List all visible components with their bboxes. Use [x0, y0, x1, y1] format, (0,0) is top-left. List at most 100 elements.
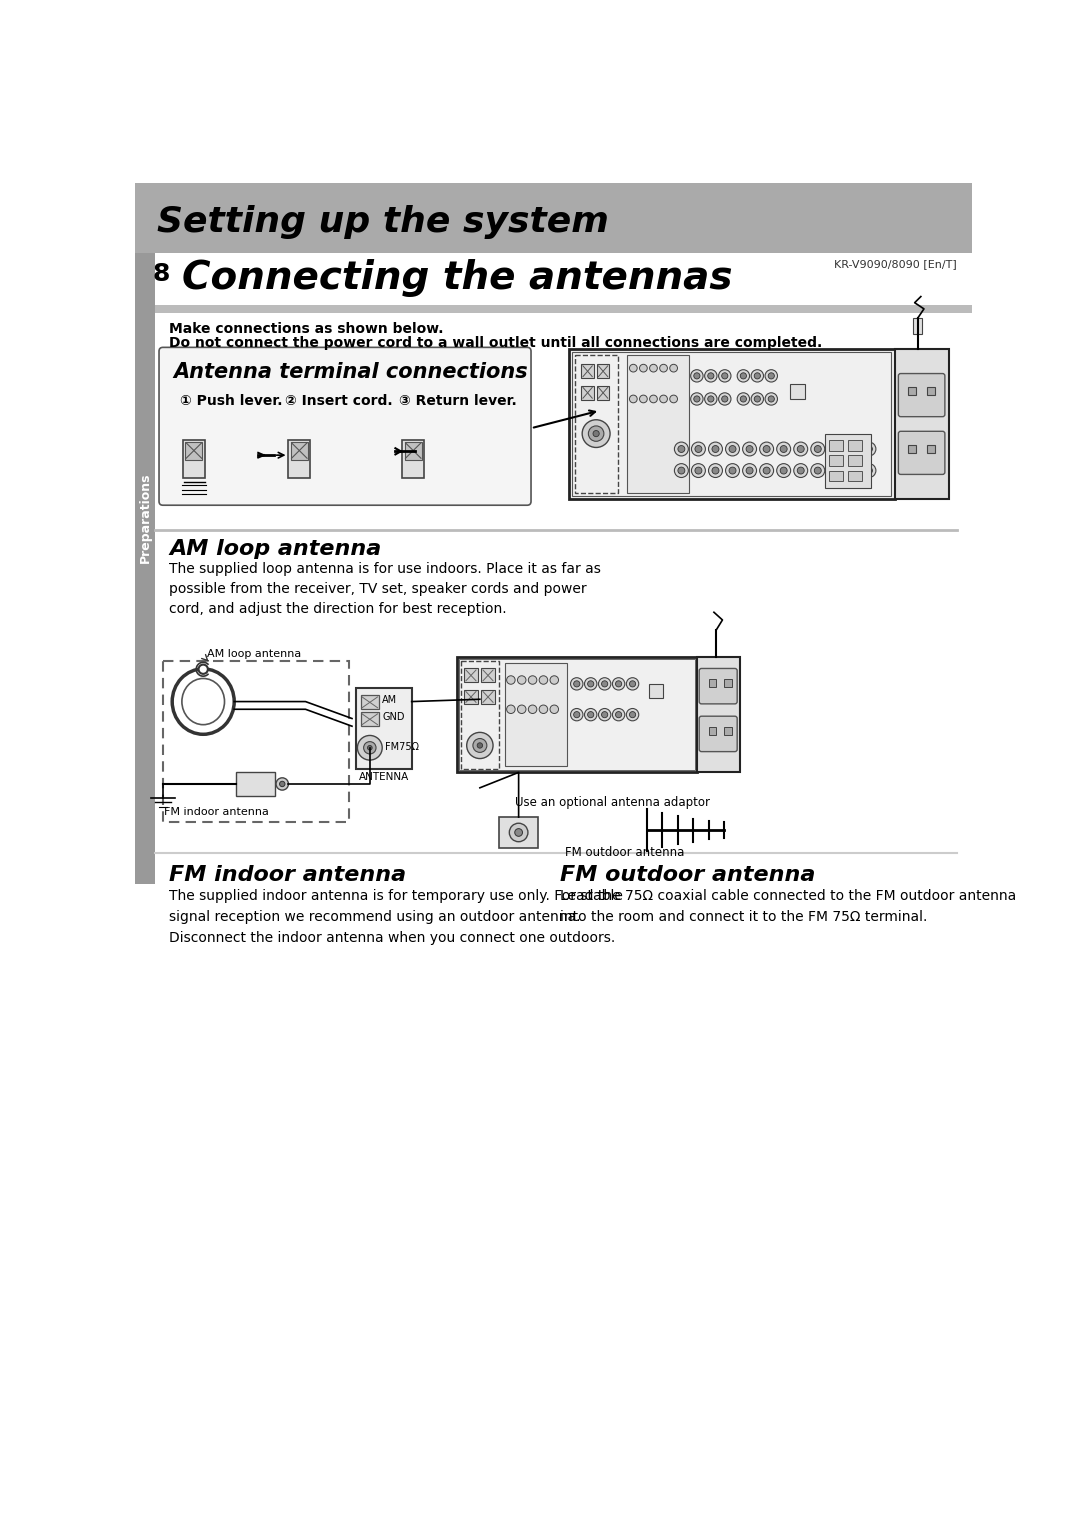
Circle shape: [573, 681, 580, 688]
Bar: [572, 351, 891, 497]
Circle shape: [814, 446, 821, 452]
Circle shape: [660, 396, 667, 403]
Circle shape: [649, 364, 658, 371]
Circle shape: [691, 442, 705, 455]
Circle shape: [280, 781, 285, 787]
Bar: [848, 471, 862, 481]
FancyBboxPatch shape: [159, 347, 531, 506]
Circle shape: [740, 396, 746, 402]
Circle shape: [612, 678, 625, 691]
Circle shape: [811, 442, 825, 455]
Circle shape: [759, 442, 773, 455]
Bar: [499, 817, 538, 848]
Bar: [288, 440, 310, 478]
Circle shape: [616, 681, 622, 688]
Circle shape: [639, 364, 647, 371]
Bar: [460, 660, 499, 769]
Circle shape: [539, 675, 548, 685]
Circle shape: [573, 712, 580, 718]
Bar: [894, 348, 948, 500]
Circle shape: [630, 681, 636, 688]
Circle shape: [740, 373, 746, 379]
Circle shape: [794, 463, 808, 477]
Circle shape: [849, 439, 863, 452]
FancyBboxPatch shape: [899, 431, 945, 474]
Bar: [356, 688, 411, 769]
Circle shape: [718, 393, 731, 405]
FancyBboxPatch shape: [699, 717, 738, 752]
Bar: [828, 455, 842, 466]
Text: AM: AM: [382, 695, 397, 704]
Circle shape: [582, 420, 610, 448]
Circle shape: [726, 463, 740, 477]
Circle shape: [837, 442, 843, 448]
Text: Use an optional antenna adaptor: Use an optional antenna adaptor: [515, 796, 710, 808]
Bar: [789, 384, 806, 399]
Text: AM loop antenna: AM loop antenna: [170, 539, 381, 559]
Bar: [597, 387, 609, 400]
Circle shape: [797, 468, 805, 474]
Text: GND: GND: [382, 712, 405, 721]
Bar: [291, 442, 308, 460]
Bar: [183, 440, 205, 478]
Text: Make connections as shown below.: Make connections as shown below.: [170, 322, 444, 336]
Bar: [828, 440, 842, 451]
Bar: [581, 364, 594, 377]
Circle shape: [584, 678, 597, 691]
Circle shape: [721, 373, 728, 379]
Circle shape: [691, 370, 703, 382]
Circle shape: [811, 463, 825, 477]
Circle shape: [708, 463, 723, 477]
Circle shape: [754, 373, 760, 379]
Bar: [482, 691, 495, 704]
Circle shape: [550, 704, 558, 714]
Circle shape: [510, 824, 528, 842]
Bar: [405, 442, 422, 460]
Circle shape: [612, 709, 625, 721]
Circle shape: [678, 468, 685, 474]
Circle shape: [794, 442, 808, 455]
Circle shape: [602, 712, 608, 718]
Bar: [569, 348, 894, 500]
Circle shape: [517, 675, 526, 685]
Circle shape: [570, 678, 583, 691]
Text: ANTENNA: ANTENNA: [359, 772, 409, 782]
Circle shape: [528, 675, 537, 685]
Text: ③ Return lever.: ③ Return lever.: [400, 394, 517, 408]
Circle shape: [754, 396, 760, 402]
Circle shape: [746, 468, 753, 474]
Bar: [627, 354, 689, 494]
Circle shape: [780, 446, 787, 452]
Bar: [913, 318, 922, 333]
Circle shape: [832, 446, 838, 452]
Circle shape: [678, 446, 685, 452]
Text: AM loop antenna: AM loop antenna: [207, 649, 301, 659]
Bar: [504, 663, 567, 766]
Circle shape: [743, 442, 757, 455]
Bar: [163, 660, 349, 822]
Circle shape: [364, 741, 376, 753]
Circle shape: [726, 442, 740, 455]
FancyBboxPatch shape: [899, 373, 945, 417]
Bar: [464, 668, 477, 683]
Circle shape: [199, 665, 207, 674]
Bar: [464, 691, 477, 704]
Circle shape: [598, 678, 611, 691]
Circle shape: [477, 743, 483, 749]
Text: Lead the 75Ω coaxial cable connected to the FM outdoor antenna
into the room and: Lead the 75Ω coaxial cable connected to …: [559, 889, 1016, 924]
Circle shape: [828, 442, 841, 455]
Circle shape: [670, 396, 677, 403]
Circle shape: [649, 396, 658, 403]
Bar: [828, 471, 842, 481]
Text: The supplied indoor antenna is for temporary use only. For stable
signal recepti: The supplied indoor antenna is for tempo…: [170, 889, 623, 944]
Circle shape: [743, 463, 757, 477]
Circle shape: [852, 442, 859, 448]
Bar: [581, 387, 594, 400]
Text: FM indoor antenna: FM indoor antenna: [170, 865, 406, 885]
Text: FM indoor antenna: FM indoor antenna: [164, 807, 269, 817]
Circle shape: [660, 364, 667, 371]
Bar: [156, 306, 972, 313]
Circle shape: [764, 468, 770, 474]
Circle shape: [708, 442, 723, 455]
Text: ② Insert cord.: ② Insert cord.: [285, 394, 393, 408]
